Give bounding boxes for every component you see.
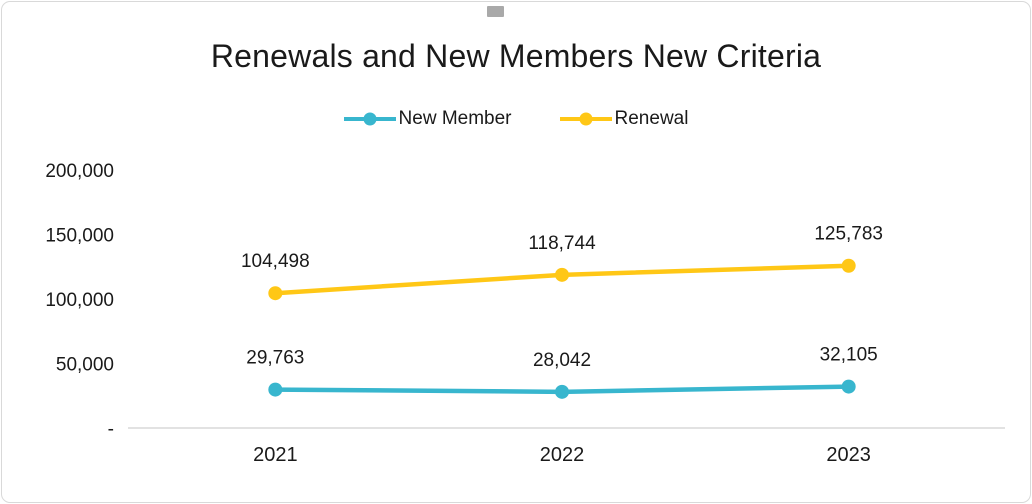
x-tick-label: 2022 <box>540 444 585 466</box>
x-tick-label: 2021 <box>253 444 298 466</box>
y-tick-label: 100,000 <box>45 290 114 311</box>
legend-label: Renewal <box>614 108 689 129</box>
data-label: 28,042 <box>533 350 591 371</box>
data-label: 104,498 <box>241 251 310 272</box>
x-tick-label: 2023 <box>826 444 871 466</box>
data-point-renewal-2021[interactable] <box>268 286 283 301</box>
data-label: 29,763 <box>246 348 304 369</box>
y-tick-label: - <box>108 419 114 440</box>
y-tick-label: 200,000 <box>45 161 114 182</box>
data-point-renewal-2023[interactable] <box>841 258 856 273</box>
data-label: 118,744 <box>528 233 596 254</box>
legend-line-marker-icon <box>559 112 612 127</box>
data-label: 32,105 <box>820 345 878 366</box>
data-point-new-member-2023[interactable] <box>841 379 856 394</box>
y-tick-label: 150,000 <box>45 226 114 247</box>
data-point-new-member-2022[interactable] <box>555 384 569 399</box>
legend-line-marker-icon <box>343 112 396 127</box>
chart-title: Renewals and New Members New Criteria <box>210 38 822 74</box>
legend-item-new-member[interactable]: New Member <box>343 108 512 130</box>
data-point-renewal-2022[interactable] <box>555 267 569 282</box>
chart-resize-handle[interactable] <box>487 6 504 17</box>
data-label: 125,783 <box>814 224 883 245</box>
data-point-new-member-2021[interactable] <box>268 382 283 397</box>
legend-label: New Member <box>398 108 512 129</box>
y-tick-label: 50,000 <box>56 355 114 376</box>
legend: New Member Renewal <box>2 108 1030 130</box>
legend-item-renewal[interactable]: Renewal <box>559 108 689 130</box>
